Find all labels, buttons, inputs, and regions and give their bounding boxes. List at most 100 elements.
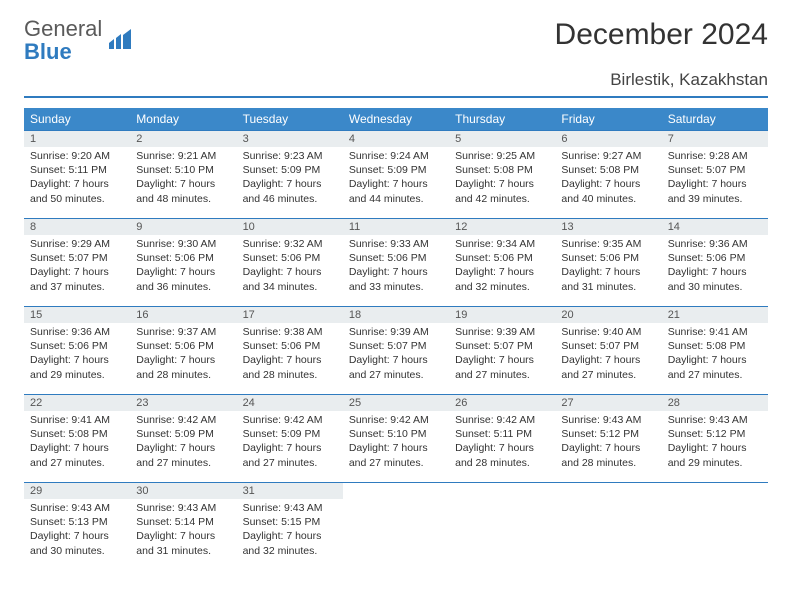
day-number: 30	[130, 483, 236, 499]
calendar-cell: 23Sunrise: 9:42 AMSunset: 5:09 PMDayligh…	[130, 395, 236, 483]
calendar-cell: 27Sunrise: 9:43 AMSunset: 5:12 PMDayligh…	[555, 395, 661, 483]
day-number: 18	[343, 307, 449, 323]
daylight-text: Daylight: 7 hours and 29 minutes.	[668, 441, 762, 469]
calendar-cell: 7Sunrise: 9:28 AMSunset: 5:07 PMDaylight…	[662, 131, 768, 219]
calendar-cell: .	[555, 483, 661, 571]
daylight-text: Daylight: 7 hours and 27 minutes.	[136, 441, 230, 469]
sunset-text: Sunset: 5:08 PM	[561, 163, 655, 177]
sunrise-text: Sunrise: 9:41 AM	[668, 325, 762, 339]
day-number: 22	[24, 395, 130, 411]
sunrise-text: Sunrise: 9:29 AM	[30, 237, 124, 251]
daylight-text: Daylight: 7 hours and 28 minutes.	[561, 441, 655, 469]
daylight-text: Daylight: 7 hours and 34 minutes.	[243, 265, 337, 293]
day-details: Sunrise: 9:28 AMSunset: 5:07 PMDaylight:…	[662, 147, 768, 210]
calendar-cell: 18Sunrise: 9:39 AMSunset: 5:07 PMDayligh…	[343, 307, 449, 395]
sunrise-text: Sunrise: 9:43 AM	[136, 501, 230, 515]
day-details: Sunrise: 9:41 AMSunset: 5:08 PMDaylight:…	[662, 323, 768, 386]
sunrise-text: Sunrise: 9:42 AM	[455, 413, 549, 427]
sunrise-text: Sunrise: 9:36 AM	[30, 325, 124, 339]
calendar-row: 1Sunrise: 9:20 AMSunset: 5:11 PMDaylight…	[24, 131, 768, 219]
day-details: Sunrise: 9:36 AMSunset: 5:06 PMDaylight:…	[662, 235, 768, 298]
day-number: 19	[449, 307, 555, 323]
bars-icon	[107, 29, 135, 54]
daylight-text: Daylight: 7 hours and 36 minutes.	[136, 265, 230, 293]
calendar-cell: 16Sunrise: 9:37 AMSunset: 5:06 PMDayligh…	[130, 307, 236, 395]
daylight-text: Daylight: 7 hours and 33 minutes.	[349, 265, 443, 293]
sunset-text: Sunset: 5:09 PM	[243, 427, 337, 441]
calendar-cell: .	[662, 483, 768, 571]
weekday-header: Wednesday	[343, 108, 449, 131]
day-number: 16	[130, 307, 236, 323]
day-details: Sunrise: 9:43 AMSunset: 5:12 PMDaylight:…	[662, 411, 768, 474]
day-details: Sunrise: 9:39 AMSunset: 5:07 PMDaylight:…	[343, 323, 449, 386]
day-details: Sunrise: 9:42 AMSunset: 5:09 PMDaylight:…	[237, 411, 343, 474]
sunset-text: Sunset: 5:15 PM	[243, 515, 337, 529]
sunset-text: Sunset: 5:11 PM	[30, 163, 124, 177]
calendar-cell: 17Sunrise: 9:38 AMSunset: 5:06 PMDayligh…	[237, 307, 343, 395]
day-details: Sunrise: 9:23 AMSunset: 5:09 PMDaylight:…	[237, 147, 343, 210]
daylight-text: Daylight: 7 hours and 27 minutes.	[455, 353, 549, 381]
sunset-text: Sunset: 5:07 PM	[455, 339, 549, 353]
day-number: 3	[237, 131, 343, 147]
calendar-cell: 8Sunrise: 9:29 AMSunset: 5:07 PMDaylight…	[24, 219, 130, 307]
sunset-text: Sunset: 5:13 PM	[30, 515, 124, 529]
sunrise-text: Sunrise: 9:23 AM	[243, 149, 337, 163]
sunrise-text: Sunrise: 9:21 AM	[136, 149, 230, 163]
daylight-text: Daylight: 7 hours and 39 minutes.	[668, 177, 762, 205]
logo-text-block: General Blue	[24, 18, 102, 64]
sunset-text: Sunset: 5:08 PM	[30, 427, 124, 441]
day-number: 5	[449, 131, 555, 147]
calendar-cell: 4Sunrise: 9:24 AMSunset: 5:09 PMDaylight…	[343, 131, 449, 219]
daylight-text: Daylight: 7 hours and 32 minutes.	[455, 265, 549, 293]
calendar-cell: 5Sunrise: 9:25 AMSunset: 5:08 PMDaylight…	[449, 131, 555, 219]
sunset-text: Sunset: 5:09 PM	[243, 163, 337, 177]
calendar-cell: .	[343, 483, 449, 571]
daylight-text: Daylight: 7 hours and 27 minutes.	[30, 441, 124, 469]
sunrise-text: Sunrise: 9:27 AM	[561, 149, 655, 163]
day-number: 2	[130, 131, 236, 147]
daylight-text: Daylight: 7 hours and 31 minutes.	[136, 529, 230, 557]
calendar-cell: 10Sunrise: 9:32 AMSunset: 5:06 PMDayligh…	[237, 219, 343, 307]
daylight-text: Daylight: 7 hours and 44 minutes.	[349, 177, 443, 205]
day-details: Sunrise: 9:39 AMSunset: 5:07 PMDaylight:…	[449, 323, 555, 386]
day-number: 31	[237, 483, 343, 499]
day-number: 9	[130, 219, 236, 235]
weekday-header: Monday	[130, 108, 236, 131]
day-details: Sunrise: 9:35 AMSunset: 5:06 PMDaylight:…	[555, 235, 661, 298]
daylight-text: Daylight: 7 hours and 31 minutes.	[561, 265, 655, 293]
calendar-cell: 22Sunrise: 9:41 AMSunset: 5:08 PMDayligh…	[24, 395, 130, 483]
logo: General Blue	[24, 18, 135, 64]
sunset-text: Sunset: 5:06 PM	[349, 251, 443, 265]
day-number: 20	[555, 307, 661, 323]
sunrise-text: Sunrise: 9:42 AM	[349, 413, 443, 427]
sunset-text: Sunset: 5:06 PM	[668, 251, 762, 265]
day-number: 26	[449, 395, 555, 411]
calendar-cell: .	[449, 483, 555, 571]
daylight-text: Daylight: 7 hours and 48 minutes.	[136, 177, 230, 205]
calendar-cell: 2Sunrise: 9:21 AMSunset: 5:10 PMDaylight…	[130, 131, 236, 219]
day-details: Sunrise: 9:40 AMSunset: 5:07 PMDaylight:…	[555, 323, 661, 386]
day-number: 17	[237, 307, 343, 323]
sunset-text: Sunset: 5:10 PM	[349, 427, 443, 441]
sunset-text: Sunset: 5:11 PM	[455, 427, 549, 441]
sunrise-text: Sunrise: 9:24 AM	[349, 149, 443, 163]
calendar-cell: 9Sunrise: 9:30 AMSunset: 5:06 PMDaylight…	[130, 219, 236, 307]
day-details: Sunrise: 9:21 AMSunset: 5:10 PMDaylight:…	[130, 147, 236, 210]
sunset-text: Sunset: 5:06 PM	[243, 339, 337, 353]
sunset-text: Sunset: 5:10 PM	[136, 163, 230, 177]
sunrise-text: Sunrise: 9:39 AM	[455, 325, 549, 339]
sunset-text: Sunset: 5:09 PM	[349, 163, 443, 177]
sunset-text: Sunset: 5:12 PM	[668, 427, 762, 441]
sunrise-text: Sunrise: 9:43 AM	[668, 413, 762, 427]
day-number: 27	[555, 395, 661, 411]
day-details: Sunrise: 9:25 AMSunset: 5:08 PMDaylight:…	[449, 147, 555, 210]
logo-word2: Blue	[24, 39, 72, 64]
sunrise-text: Sunrise: 9:30 AM	[136, 237, 230, 251]
day-details: Sunrise: 9:34 AMSunset: 5:06 PMDaylight:…	[449, 235, 555, 298]
weekday-header-row: Sunday Monday Tuesday Wednesday Thursday…	[24, 108, 768, 131]
sunrise-text: Sunrise: 9:42 AM	[136, 413, 230, 427]
sunrise-text: Sunrise: 9:37 AM	[136, 325, 230, 339]
day-number: 23	[130, 395, 236, 411]
day-details: Sunrise: 9:32 AMSunset: 5:06 PMDaylight:…	[237, 235, 343, 298]
calendar-cell: 6Sunrise: 9:27 AMSunset: 5:08 PMDaylight…	[555, 131, 661, 219]
